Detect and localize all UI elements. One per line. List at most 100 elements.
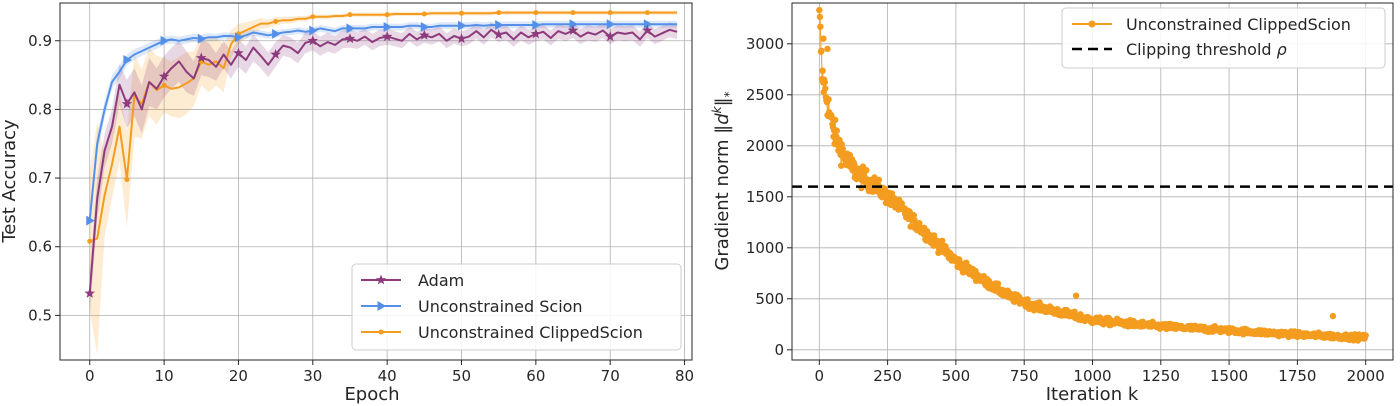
data-point — [570, 10, 576, 16]
data-point — [270, 49, 281, 59]
data-point — [124, 176, 130, 182]
axis-ticks: 0 10 20 30 40 50 60 70 80 0.5 0.6 0.7 0.8 0.9 — [28, 32, 694, 385]
axis-ticks: 0 250 500 750 1000 1250 1500 1750 2000 0 500 1000 15… — [746, 35, 1385, 385]
x-tick-label: 750 — [1010, 367, 1039, 385]
y-tick-label: 500 — [755, 290, 784, 308]
x-tick-label: 30 — [303, 367, 322, 385]
data-point — [816, 13, 824, 21]
data-point — [384, 12, 390, 18]
triangle-marker-icon — [377, 301, 386, 311]
x-tick-label: 250 — [873, 367, 902, 385]
data-point — [307, 35, 318, 46]
data-point — [1072, 292, 1080, 299]
data-point — [825, 96, 832, 103]
data-point — [197, 33, 207, 44]
data-point — [344, 33, 356, 44]
data-point — [532, 19, 541, 30]
data-point — [456, 33, 467, 44]
x-tick-label: 40 — [378, 367, 397, 385]
x-tick-label: 0 — [815, 367, 825, 385]
data-point — [458, 20, 467, 31]
legend-label: Clipping threshold ρ — [1126, 40, 1287, 59]
data-point — [383, 22, 393, 33]
data-point — [533, 10, 539, 16]
data-point — [832, 116, 839, 124]
legend-marker — [375, 274, 387, 285]
data-point — [642, 25, 653, 35]
y-tick-label: 2000 — [746, 137, 784, 155]
data-point — [818, 47, 825, 55]
legend-item-unconstrained-scion: Unconstrained Scion — [361, 297, 583, 316]
y-axis-label: Gradient norm ‖dk‖* — [710, 91, 736, 270]
data-point — [819, 67, 826, 74]
x-axis-label: Epoch — [344, 384, 399, 405]
x-tick-label: 1250 — [1142, 367, 1180, 385]
y-axis-label: Test Accuracy — [0, 119, 20, 244]
data-point — [84, 287, 95, 298]
x-tick-label: 1500 — [1210, 367, 1248, 385]
x-tick-label: 50 — [452, 367, 471, 385]
data-point — [643, 19, 653, 30]
legend-item-clipping-threshold: Clipping threshold ρ — [1072, 40, 1287, 59]
legend-label: Adam — [418, 271, 464, 290]
plot-frame — [59, 2, 693, 361]
data-point — [160, 35, 170, 46]
legend: Unconstrained ClippedScion Clipping thre… — [1061, 7, 1386, 69]
y-tick-label: 0 — [774, 341, 784, 359]
star-marker-icon — [375, 274, 387, 285]
x-axis-label: Iteration k — [1046, 384, 1139, 405]
data-point — [644, 10, 650, 16]
data-point — [272, 28, 281, 39]
data-point — [196, 52, 207, 63]
data-point — [606, 19, 616, 30]
y-tick-label: 1500 — [746, 188, 784, 206]
legend-marker — [377, 301, 386, 311]
data-point — [567, 25, 579, 35]
y-tick-label: 3000 — [746, 35, 784, 53]
data-point — [911, 216, 918, 223]
y-tick-label: 0.7 — [28, 169, 52, 187]
data-point — [569, 19, 579, 30]
series-line — [89, 11, 678, 243]
y-tick-label: 0.5 — [28, 306, 52, 324]
gradient-norm-chart: 0 250 500 750 1000 1250 1500 1750 2000 0 500 1000 15… — [710, 2, 1394, 405]
data-point — [833, 127, 840, 134]
x-tick-label: 60 — [526, 367, 545, 385]
data-point — [123, 54, 132, 65]
data-point — [820, 35, 827, 42]
data-point — [898, 200, 905, 207]
dot-marker-icon — [1088, 20, 1096, 28]
data-point — [233, 47, 244, 58]
data-point — [381, 31, 393, 42]
x-tick-label: 2000 — [1347, 367, 1385, 385]
data-point — [824, 45, 831, 53]
legend-box — [351, 263, 682, 351]
y-tick-label: 1000 — [746, 239, 784, 257]
data-point — [273, 19, 279, 25]
x-tick-label: 1750 — [1278, 367, 1316, 385]
y-tick-label: 0.8 — [28, 100, 52, 118]
data-point — [607, 10, 613, 16]
data-point — [916, 220, 923, 227]
x-tick-label: 20 — [229, 367, 248, 385]
y-tick-label: 0.9 — [28, 32, 52, 50]
legend: Adam Unconstrained Scion Unconstrained C… — [351, 263, 682, 351]
data-point — [158, 71, 170, 81]
data-point — [346, 23, 355, 34]
data-point — [496, 10, 502, 16]
data-point — [822, 85, 829, 92]
x-tick-label: 500 — [942, 367, 971, 385]
legend-marker — [378, 329, 384, 335]
data-point — [309, 25, 318, 36]
data-point — [420, 22, 430, 33]
data-point — [994, 280, 1002, 287]
data-point — [816, 6, 823, 14]
data-point — [493, 29, 504, 39]
x-tick-label: 0 — [85, 367, 95, 385]
data-point — [939, 237, 946, 244]
data-point — [1362, 332, 1369, 339]
y-tick-label: 0.6 — [28, 238, 52, 256]
data-point — [863, 167, 870, 174]
data-point — [419, 29, 430, 40]
